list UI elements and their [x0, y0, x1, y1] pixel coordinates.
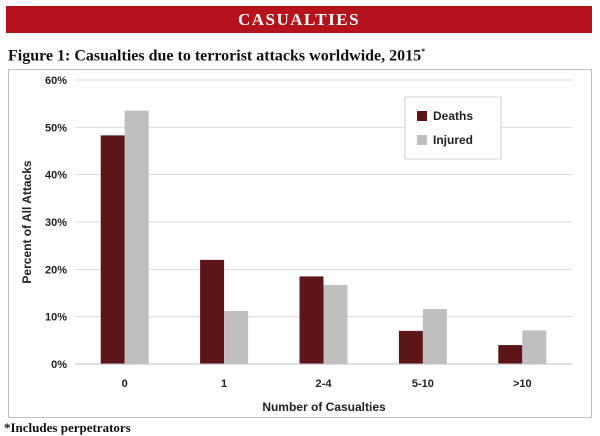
- footnote: *Includes perpetrators: [4, 420, 131, 435]
- bar-deaths-0: [100, 135, 125, 364]
- figure-title-footnote-mark: *: [421, 47, 426, 56]
- x-axis-label: Number of Casualties: [262, 400, 386, 414]
- grid-lines: [75, 79, 572, 318]
- figure-title-text: Figure 1: Casualties due to terrorist at…: [8, 47, 422, 65]
- y-tick-label: 30%: [45, 217, 67, 229]
- legend-swatch-injured: [417, 135, 427, 145]
- bars: [100, 110, 547, 365]
- y-tick-label: 20%: [45, 264, 67, 276]
- y-axis-ticks: 0% 10% 20% 30% 40% 50% 60%: [45, 75, 67, 371]
- legend-label-deaths: Deaths: [433, 109, 473, 123]
- x-tick-label: 0: [122, 378, 128, 390]
- y-tick-label: 50%: [45, 122, 67, 134]
- banner-title: CASUALTIES: [237, 9, 361, 29]
- section-banner: CASUALTIES: [6, 6, 592, 33]
- legend-swatch-deaths: [417, 111, 427, 121]
- y-axis-label: Percent of All Attacks: [20, 160, 34, 283]
- bar-injured-0: [124, 110, 149, 365]
- bar-injured-3: [422, 309, 447, 364]
- bar-injured-4: [522, 330, 547, 364]
- casualties-bar-chart: 0% 10% 20% 30% 40% 50% 60% 0 1 2-4 5-10 >10 Percen…: [20, 75, 572, 414]
- bar-deaths-2: [299, 276, 324, 364]
- legend-box: [404, 96, 502, 160]
- x-tick-label: 2-4: [316, 378, 333, 390]
- bar-deaths-3: [398, 330, 423, 364]
- x-tick-label: >10: [513, 378, 532, 390]
- y-tick-label: 10%: [45, 312, 67, 324]
- legend-label-injured: Injured: [433, 133, 473, 147]
- y-tick-label: 0%: [51, 359, 67, 371]
- x-tick-label: 1: [221, 378, 227, 390]
- bar-injured-2: [323, 284, 348, 364]
- bar-deaths-4: [498, 345, 523, 364]
- y-tick-label: 60%: [45, 75, 67, 87]
- x-axis-ticks: 0 1 2-4 5-10 >10: [122, 378, 532, 390]
- y-tick-label: 40%: [45, 170, 67, 182]
- figure-title: Figure 1: Casualties due to terrorist at…: [8, 47, 598, 65]
- bar-deaths-1: [200, 259, 225, 364]
- legend: Deaths Injured: [404, 96, 502, 160]
- bar-injured-1: [224, 310, 249, 364]
- x-tick-label: 5-10: [412, 378, 434, 390]
